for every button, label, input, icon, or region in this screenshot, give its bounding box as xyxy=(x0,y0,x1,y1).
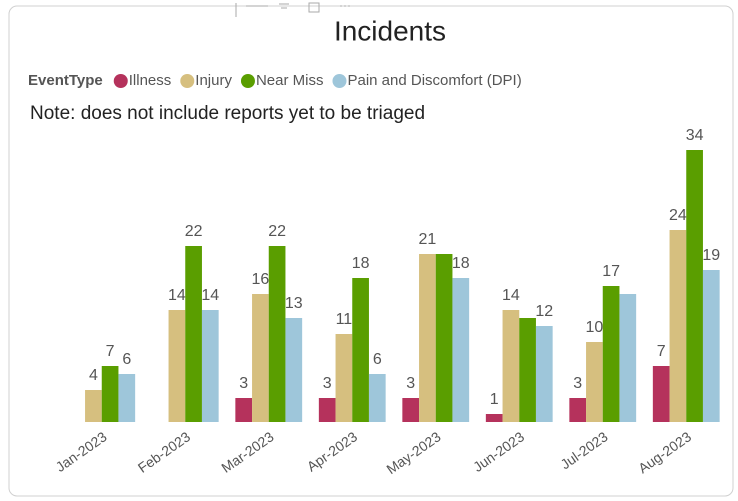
data-label: 6 xyxy=(122,351,131,368)
bar xyxy=(485,414,503,422)
bar xyxy=(586,342,603,422)
bar xyxy=(101,366,119,422)
bar xyxy=(569,398,587,422)
data-label: 14 xyxy=(168,287,186,304)
legend-marker xyxy=(180,74,195,88)
bar xyxy=(201,310,219,422)
data-label: 17 xyxy=(602,263,620,280)
legend-marker xyxy=(240,74,255,88)
data-label: 3 xyxy=(406,375,415,392)
data-label: 7 xyxy=(657,343,666,360)
data-label: 11 xyxy=(336,311,353,328)
bar xyxy=(535,326,553,422)
bar xyxy=(702,270,720,422)
legend-marker xyxy=(332,74,347,88)
legend-marker xyxy=(113,74,128,88)
bar xyxy=(118,374,136,422)
bar xyxy=(519,318,536,422)
data-label: 12 xyxy=(535,303,553,320)
legend-title: EventType xyxy=(28,72,103,89)
bar xyxy=(168,310,186,422)
data-label: 24 xyxy=(669,207,687,224)
data-label: 34 xyxy=(686,127,704,144)
data-label: 3 xyxy=(323,375,332,392)
legend-label: Injury xyxy=(195,72,232,89)
data-label: 3 xyxy=(239,375,248,392)
bar xyxy=(652,366,670,422)
data-label: 7 xyxy=(106,343,115,360)
bar xyxy=(419,254,436,422)
data-label: 14 xyxy=(502,287,520,304)
bar xyxy=(285,318,303,422)
legend-label: Pain and Discomfort (DPI) xyxy=(347,72,521,89)
data-label: 22 xyxy=(185,223,203,240)
bar xyxy=(402,398,420,422)
data-label: 21 xyxy=(419,231,437,248)
bar xyxy=(435,254,453,422)
bar xyxy=(619,294,637,422)
visual-header-icons xyxy=(235,2,350,17)
bar xyxy=(368,374,386,422)
bar xyxy=(268,246,286,422)
bar xyxy=(252,294,269,422)
data-label: 19 xyxy=(702,247,720,264)
legend-label: Near Miss xyxy=(256,72,324,89)
data-label: 1 xyxy=(490,391,499,408)
data-label: 10 xyxy=(586,319,604,336)
data-label: 13 xyxy=(285,295,303,312)
bar xyxy=(452,278,470,422)
data-label: 3 xyxy=(573,375,582,392)
data-label: 6 xyxy=(373,351,382,368)
data-label: 16 xyxy=(252,271,270,288)
legend-label: Illness xyxy=(129,72,172,89)
bar xyxy=(185,246,202,422)
data-label: 14 xyxy=(201,287,219,304)
chart-title: Incidents xyxy=(334,15,446,46)
bar xyxy=(235,398,253,422)
bar xyxy=(335,334,353,422)
bar xyxy=(669,230,687,422)
bar xyxy=(352,278,369,422)
data-label: 22 xyxy=(268,223,286,240)
data-label: 18 xyxy=(452,255,470,272)
bar xyxy=(85,390,102,422)
data-label: 4 xyxy=(89,367,98,384)
bar xyxy=(318,398,336,422)
bar xyxy=(602,286,620,422)
bar xyxy=(502,310,520,422)
data-label: 18 xyxy=(352,255,370,272)
note: Note: does not include reports yet to be… xyxy=(30,103,425,124)
bar xyxy=(686,150,703,422)
